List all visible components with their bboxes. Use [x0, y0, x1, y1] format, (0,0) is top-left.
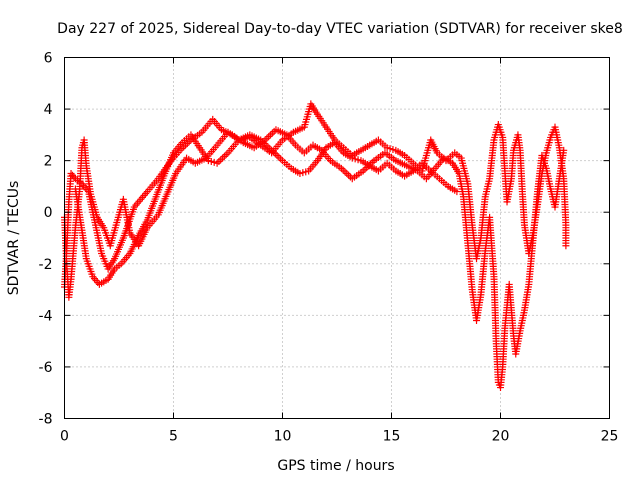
- series-trace-c: [71, 131, 461, 288]
- x-axis-label: GPS time / hours: [277, 458, 394, 474]
- axis-ticks: 0 5 10 15 20 25 -8 -6 -4 -2 0 2 4 6: [39, 51, 619, 445]
- grid: [64, 57, 610, 419]
- data-point: [453, 188, 461, 196]
- x-tick-label: 15: [383, 429, 401, 445]
- data-points: [61, 100, 570, 392]
- y-tick-label: -4: [39, 308, 53, 324]
- y-tick-label: -8: [39, 412, 53, 428]
- chart-title: Day 227 of 2025, Sidereal Day-to-day VTE…: [57, 21, 623, 37]
- plot-frame: [64, 57, 610, 419]
- y-tick-label: 2: [44, 154, 53, 170]
- y-tick-label: 6: [44, 51, 53, 67]
- y-axis-label: SDTVAR / TECUs: [6, 181, 22, 296]
- y-tick-label: 4: [44, 102, 53, 118]
- x-tick-label: 5: [169, 429, 178, 445]
- y-tick-label: 0: [44, 205, 53, 221]
- data-point: [70, 173, 78, 181]
- x-tick-label: 25: [601, 429, 619, 445]
- series-trace-b: [61, 100, 570, 301]
- x-tick-label: 10: [274, 429, 292, 445]
- x-tick-label: 0: [60, 429, 69, 445]
- y-tick-label: -2: [39, 257, 53, 273]
- y-tick-label: -6: [39, 360, 53, 376]
- data-point: [562, 242, 570, 250]
- x-tick-label: 20: [492, 429, 510, 445]
